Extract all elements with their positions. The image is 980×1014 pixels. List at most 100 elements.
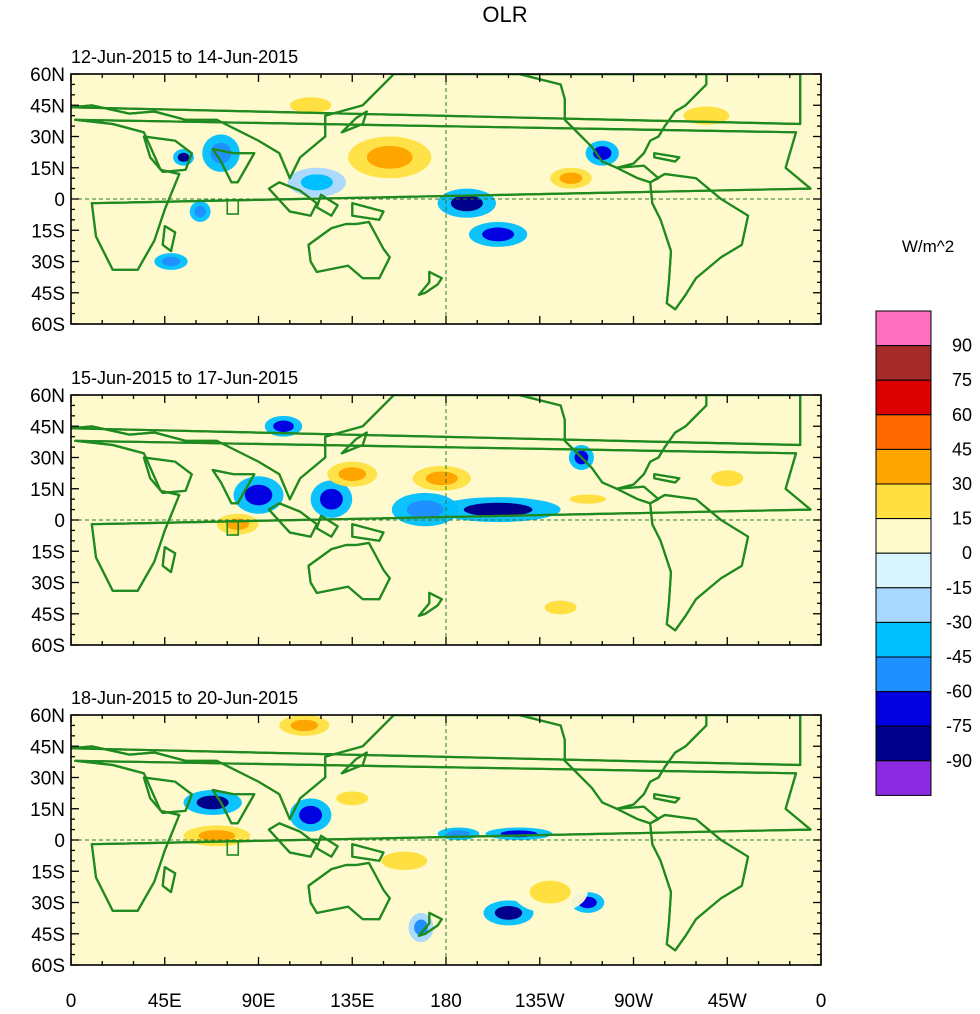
anomaly-core — [338, 467, 366, 482]
coastline — [653, 152, 681, 163]
coastline — [307, 541, 391, 601]
colorbar-swatch — [875, 310, 932, 347]
y-tick-label: 30S — [31, 253, 65, 274]
anomaly-core — [244, 484, 273, 506]
coastline — [71, 715, 802, 821]
colorbar-swatch — [875, 552, 932, 589]
x-tick-label: 135W — [515, 991, 565, 1012]
anomaly-core — [381, 851, 428, 870]
coastline — [340, 751, 368, 775]
coastline — [142, 776, 193, 814]
anomaly-core — [529, 880, 571, 904]
coastline — [417, 591, 443, 617]
anomaly-core — [177, 152, 190, 162]
y-tick-label: 45S — [31, 925, 65, 946]
y-tick-label: 0 — [54, 190, 65, 211]
colorbar-swatch — [875, 483, 932, 520]
y-tick-label: 30S — [31, 894, 65, 915]
panel-frame: 60N 45N 30N 15N 0 15S 30S 45S 60S — [30, 65, 822, 336]
anomaly-core — [450, 195, 483, 212]
anomaly-core — [544, 600, 577, 615]
colorbar-label: -15 — [946, 578, 972, 598]
coastline — [307, 220, 391, 280]
colorbar-swatch — [875, 345, 932, 381]
colorbar-swatch — [875, 414, 932, 450]
anomaly-core — [289, 97, 332, 114]
coastline — [211, 788, 256, 825]
panel-2: 15-Jun-2015 to 17-Jun-2015 60N 45N 30N 15N 0… — [30, 368, 822, 657]
colorbar-swatch — [875, 621, 932, 658]
coastline — [351, 843, 385, 862]
coastline — [340, 110, 368, 134]
coastline — [315, 834, 339, 858]
y-tick-label: 60S — [31, 956, 65, 977]
coastline — [74, 759, 812, 912]
coastline — [142, 135, 193, 173]
panel-frame: 60N 45N 30N 15N 0 15S 30S 45S 60S — [30, 706, 822, 977]
y-tick-label: 30N — [30, 769, 65, 790]
anomaly-core — [447, 830, 470, 838]
anomaly-core — [569, 494, 607, 504]
coastlines — [71, 74, 812, 311]
coastline — [476, 715, 708, 810]
chart-title: OLR — [482, 2, 527, 27]
coastline — [71, 74, 802, 180]
anomaly-core — [299, 805, 323, 825]
coastline — [649, 813, 750, 952]
coastline — [161, 225, 177, 253]
panel-subtitle: 12-Jun-2015 to 14-Jun-2015 — [71, 47, 298, 67]
anomaly-core — [711, 470, 744, 487]
y-tick-label: 30N — [30, 128, 65, 149]
x-tick-label: 45E — [148, 991, 182, 1012]
coastline — [351, 202, 385, 221]
coastline — [649, 493, 750, 632]
colorbar-label: 15 — [952, 509, 972, 529]
y-tick-label: 45S — [31, 284, 65, 305]
coastline — [340, 431, 368, 455]
coastline — [653, 473, 681, 484]
x-axis-labels: 0 45E 90E 135E 180 135W 90W 45W 0 — [66, 991, 827, 1012]
coastline — [267, 822, 318, 858]
colorbar-swatch — [875, 691, 932, 727]
colorbar-label: -75 — [946, 716, 972, 736]
anomaly-core — [366, 145, 413, 169]
colorbar-label: 0 — [962, 543, 972, 563]
colorbar-swatch — [875, 725, 932, 762]
coastline — [161, 546, 177, 574]
y-tick-label: 15S — [31, 221, 65, 242]
anomaly-core — [425, 471, 458, 486]
region-box — [226, 199, 240, 215]
coastline — [74, 118, 812, 271]
coastline — [161, 866, 177, 894]
y-tick-label: 60S — [31, 315, 65, 336]
coastlines — [71, 395, 812, 632]
anomaly-core — [414, 919, 428, 936]
colorbar-swatch — [875, 379, 932, 416]
y-tick-label: 15S — [31, 542, 65, 563]
colorbar-label: 60 — [952, 405, 972, 425]
coastline — [476, 395, 708, 490]
y-tick-label: 60N — [30, 386, 65, 407]
anomaly-core — [482, 227, 515, 242]
coastline — [267, 502, 318, 538]
x-tick-label: 0 — [816, 991, 827, 1012]
x-tick-label: 180 — [430, 991, 462, 1012]
anomaly-core — [290, 719, 319, 732]
y-tick-label: 45N — [30, 417, 65, 438]
anomaly-core — [559, 172, 583, 184]
colorbar-label: -60 — [946, 682, 972, 702]
colorbar-label: 30 — [952, 474, 972, 494]
coastline — [653, 793, 681, 804]
coastline — [74, 439, 812, 592]
coastline — [649, 172, 750, 311]
colorbar-swatch — [875, 587, 932, 623]
panel-subtitle: 15-Jun-2015 to 17-Jun-2015 — [71, 368, 298, 388]
anomaly-core — [336, 791, 369, 806]
panel-subtitle: 18-Jun-2015 to 20-Jun-2015 — [71, 688, 298, 708]
anomaly-core — [210, 142, 232, 164]
y-tick-label: 60S — [31, 636, 65, 657]
anomaly-core — [300, 174, 333, 191]
colorbar-swatch — [875, 760, 932, 796]
coastline — [315, 193, 339, 217]
